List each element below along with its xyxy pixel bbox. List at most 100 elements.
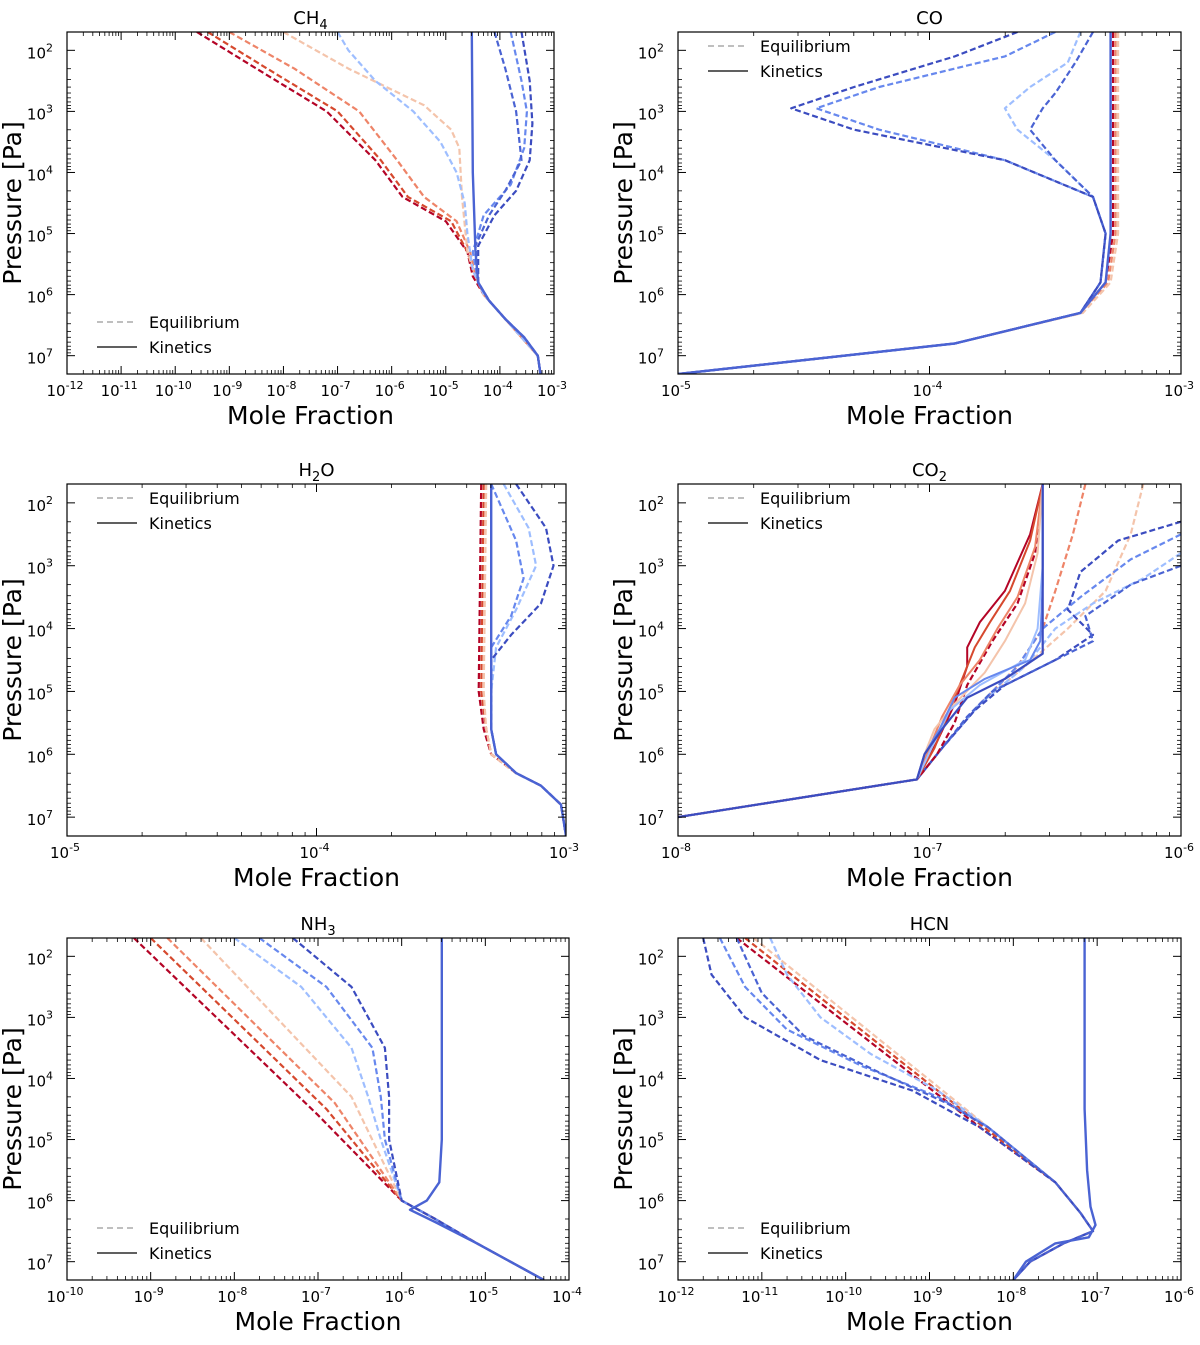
plot-area xyxy=(702,938,1097,1280)
equilibrium-series-line xyxy=(678,564,1181,819)
y-tick-label: 103 xyxy=(638,1008,664,1029)
plot-area xyxy=(196,32,542,374)
axes-frame xyxy=(66,31,555,375)
y-tick-label: 104 xyxy=(638,163,664,184)
x-tick-label: 10-6 xyxy=(1164,1285,1194,1306)
kinetics-series-line xyxy=(678,32,1112,374)
legend-entry-label: Kinetics xyxy=(149,1244,212,1263)
x-axis-label: Mole Fraction xyxy=(233,863,400,892)
equilibrium-series-line xyxy=(482,484,566,836)
y-tick-label: 103 xyxy=(27,557,53,578)
legend: Equilibrium Kinetics xyxy=(97,489,240,533)
x-tick-label: 10-3 xyxy=(549,841,579,862)
legend: Equilibrium Kinetics xyxy=(97,313,240,357)
kinetics-series-line xyxy=(678,484,1044,819)
y-tick-label: 102 xyxy=(27,41,53,62)
x-tick-label: 10-8 xyxy=(661,841,691,862)
y-ticks: 102 103 104 105 106 107 xyxy=(27,947,569,1274)
legend: Equilibrium Kinetics xyxy=(708,489,851,533)
x-tick-label: 10-9 xyxy=(912,1285,942,1306)
x-tick-label: 10-9 xyxy=(212,379,242,400)
y-tick-label: 103 xyxy=(638,102,664,123)
x-ticks: 10-10 10-9 10-8 10-7 10-6 10-5 10-4 xyxy=(46,938,582,1306)
x-tick-label: 10-11 xyxy=(741,1285,778,1306)
equilibrium-series-line xyxy=(490,484,566,836)
y-tick-label: 102 xyxy=(638,41,664,62)
y-ticks: 102 103 104 105 106 107 xyxy=(27,494,566,829)
x-ticks: 10-12 10-11 10-10 10-9 10-8 10-7 10-6 xyxy=(657,938,1194,1306)
legend-entry-label: Kinetics xyxy=(760,514,823,533)
y-tick-label: 105 xyxy=(27,1131,53,1152)
axes-frame xyxy=(677,937,1182,1281)
x-axis-label: Mole Fraction xyxy=(227,401,394,430)
kinetics-series-line xyxy=(490,484,566,836)
x-tick-label: 10-7 xyxy=(321,379,351,400)
legend-entry-label: Equilibrium xyxy=(760,489,851,508)
x-axis-label: Mole Fraction xyxy=(846,863,1013,892)
equilibrium-series-line xyxy=(678,484,1087,819)
axes-frame xyxy=(66,937,570,1281)
y-tick-label: 105 xyxy=(638,225,664,246)
plot-area xyxy=(678,32,1120,374)
plot-area xyxy=(133,938,545,1280)
legend-entry-label: Kinetics xyxy=(149,514,212,533)
x-tick-label: 10-6 xyxy=(1164,841,1194,862)
kinetics-series-line xyxy=(678,484,1044,819)
x-tick-label: 10-12 xyxy=(46,379,83,400)
kinetics-series-line xyxy=(470,32,542,374)
y-ticks: 102 103 104 105 106 107 xyxy=(638,41,1181,368)
legend: Equilibrium Kinetics xyxy=(708,1219,851,1263)
x-tick-label: 10-8 xyxy=(217,1285,247,1306)
y-tick-label: 106 xyxy=(27,286,53,307)
y-tick-label: 106 xyxy=(27,1192,53,1213)
equilibrium-series-line xyxy=(207,32,542,374)
y-axis-label: Pressure [Pa] xyxy=(0,578,27,741)
chart-title: CO xyxy=(916,8,943,29)
y-tick-label: 102 xyxy=(638,494,664,515)
x-tick-label: 10-3 xyxy=(537,379,567,400)
chart-panel: 10-8 10-7 10-6 102 103 104 105 106 107 CO2 Mole Fr… xyxy=(609,460,1194,892)
equilibrium-series-line xyxy=(258,938,545,1280)
y-tick-label: 102 xyxy=(27,947,53,968)
y-tick-label: 104 xyxy=(638,620,664,641)
y-ticks: 102 103 104 105 106 107 xyxy=(638,947,1181,1274)
legend-entry-label: Kinetics xyxy=(149,338,212,357)
plot-area xyxy=(678,484,1181,819)
chart-title: CO2 xyxy=(912,460,947,485)
x-tick-label: 10-5 xyxy=(468,1285,498,1306)
equilibrium-series-line xyxy=(196,32,542,374)
x-tick-label: 10-4 xyxy=(912,379,942,400)
equilibrium-series-line xyxy=(490,484,566,836)
y-tick-label: 102 xyxy=(27,494,53,515)
x-tick-label: 10-10 xyxy=(155,379,192,400)
chart-panel: 10-12 10-11 10-10 10-9 10-8 10-7 10-6 10-5 10-4 1… xyxy=(0,8,567,430)
x-axis-label: Mole Fraction xyxy=(846,401,1013,430)
kinetics-series-line xyxy=(678,484,1044,819)
y-tick-label: 107 xyxy=(638,808,664,829)
y-tick-label: 107 xyxy=(638,1253,664,1274)
y-tick-label: 105 xyxy=(638,1131,664,1152)
y-axis-label: Pressure [Pa] xyxy=(609,578,638,741)
equilibrium-series-line xyxy=(678,484,1145,819)
y-tick-label: 105 xyxy=(27,682,53,703)
x-tick-label: 10-10 xyxy=(46,1285,83,1306)
equilibrium-series-line xyxy=(490,484,566,836)
y-tick-label: 103 xyxy=(638,557,664,578)
y-tick-label: 106 xyxy=(638,1192,664,1213)
equilibrium-series-line xyxy=(678,32,1107,374)
chart-title: CH4 xyxy=(293,8,327,33)
y-tick-label: 104 xyxy=(638,1069,664,1090)
y-tick-label: 106 xyxy=(638,745,664,766)
y-ticks: 102 103 104 105 106 107 xyxy=(638,494,1181,829)
y-tick-label: 102 xyxy=(638,947,664,968)
y-axis-label: Pressure [Pa] xyxy=(609,121,638,284)
x-tick-label: 10-5 xyxy=(50,841,80,862)
x-tick-label: 10-6 xyxy=(375,379,405,400)
kinetics-series-line xyxy=(408,938,545,1280)
y-tick-label: 107 xyxy=(27,1253,53,1274)
x-axis-label: Mole Fraction xyxy=(846,1307,1013,1336)
equilibrium-series-line xyxy=(735,938,1095,1280)
chart-panel: 10-12 10-11 10-10 10-9 10-8 10-7 10-6 102 103 104… xyxy=(609,914,1194,1336)
legend-entry-label: Equilibrium xyxy=(149,489,240,508)
equilibrium-series-line xyxy=(336,32,542,374)
